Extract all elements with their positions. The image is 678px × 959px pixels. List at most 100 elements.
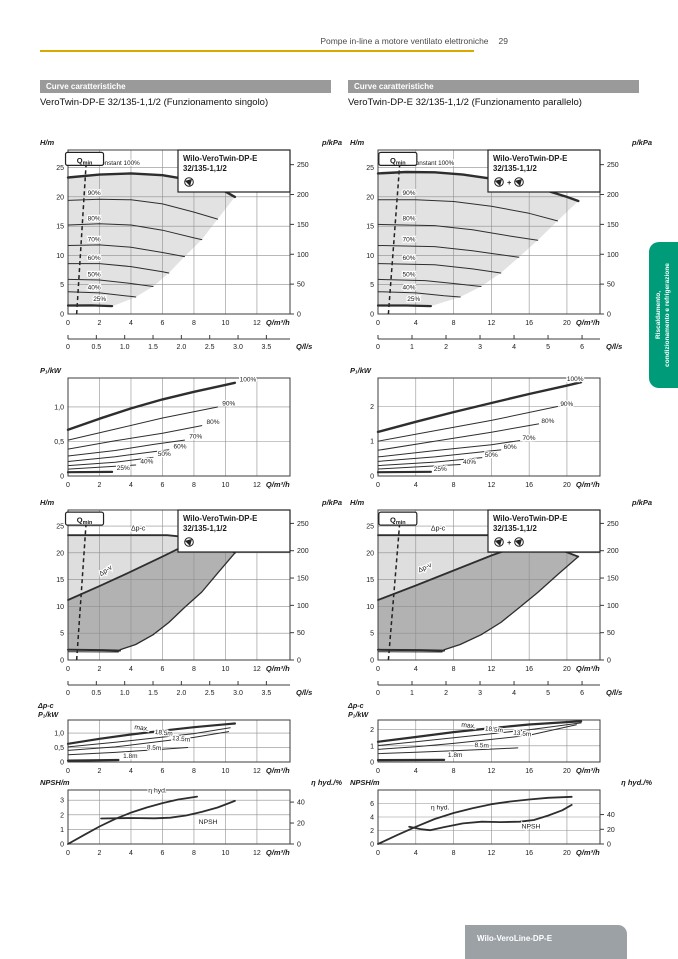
chart-npsh-parallel: η hyd. NPSH 0 2 4 6 NPSH/m 0 20 40 η hyd./% 0 4 8 12 16… (344, 778, 654, 862)
svg-text:1.8m: 1.8m (448, 752, 462, 759)
side-tab-line2: condizionamento e refrigerazione (663, 263, 671, 367)
svg-text:5: 5 (546, 690, 550, 697)
svg-text:Δp-c: Δp-c (347, 701, 364, 710)
svg-text:50%: 50% (158, 451, 171, 458)
svg-text:0: 0 (376, 690, 380, 697)
svg-text:1.0: 1.0 (120, 690, 130, 697)
svg-text:18.5m: 18.5m (154, 729, 173, 738)
svg-text:50: 50 (607, 630, 615, 637)
svg-text:2: 2 (370, 828, 374, 835)
svg-text:8.5m: 8.5m (147, 744, 162, 752)
svg-text:20: 20 (563, 768, 571, 775)
svg-text:η hyd.: η hyd. (148, 788, 167, 795)
svg-text:6: 6 (161, 768, 165, 775)
svg-text:4: 4 (414, 482, 418, 489)
svg-text:16: 16 (525, 320, 533, 327)
svg-text:18.5m: 18.5m (485, 726, 504, 735)
svg-text:5: 5 (370, 282, 374, 289)
svg-text:0: 0 (376, 344, 380, 351)
svg-text:3: 3 (478, 690, 482, 697)
chart-power-parallel: 100% 90% 80% 70% 60% 50% 40% 25% 0 1 2 P₁/kW 0 4 8 12 16… (344, 362, 654, 496)
svg-text:8: 8 (192, 850, 196, 857)
svg-text:3.5: 3.5 (262, 690, 272, 697)
svg-text:NPSH/m: NPSH/m (40, 778, 70, 787)
svg-text:6: 6 (161, 666, 165, 673)
svg-text:Q/m³/h: Q/m³/h (266, 766, 290, 775)
svg-text:60%: 60% (403, 255, 416, 262)
svg-text:15: 15 (56, 224, 64, 231)
header-title: Pompe in-line a motore ventilato elettro… (320, 36, 489, 46)
svg-text:32/135-1,1/2: 32/135-1,1/2 (493, 164, 537, 173)
section-bar-left-label: Curve caratteristiche (46, 82, 126, 91)
svg-text:4: 4 (414, 666, 418, 673)
chart-power-single: 100% 90% 80% 70% 60% 50% 40% 25% 0 0,5 1,0 P₁/kW 0 2 4… (34, 362, 344, 496)
svg-text:Q/m³/h: Q/m³/h (576, 664, 600, 673)
svg-text:0: 0 (376, 482, 380, 489)
svg-text:η hyd./%: η hyd./% (311, 778, 342, 787)
svg-text:η hyd./%: η hyd./% (621, 778, 652, 787)
chart-dpc-power-parallel: max. 18.5m 13.5m 8.5m 1.8m 0 1 2 Δp-c P₁/kW 0 4 8 12 1… (344, 700, 654, 776)
svg-text:0: 0 (370, 842, 374, 849)
svg-text:NPSH/m: NPSH/m (350, 778, 380, 787)
svg-text:0: 0 (376, 320, 380, 327)
svg-text:4: 4 (414, 850, 418, 857)
svg-text:n=constant 100%: n=constant 100% (405, 160, 454, 167)
svg-text:8: 8 (452, 482, 456, 489)
svg-text:1.5: 1.5 (148, 344, 158, 351)
header-rule (40, 50, 474, 52)
svg-text:0: 0 (66, 768, 70, 775)
svg-text:3.0: 3.0 (233, 690, 243, 697)
svg-text:1,0: 1,0 (54, 731, 64, 738)
svg-text:16: 16 (525, 482, 533, 489)
svg-text:20: 20 (563, 850, 571, 857)
svg-text:1: 1 (370, 743, 374, 750)
svg-text:100%: 100% (240, 376, 257, 383)
svg-text:2: 2 (370, 404, 374, 411)
svg-text:p/kPa: p/kPa (321, 138, 342, 147)
svg-text:250: 250 (297, 521, 309, 528)
svg-text:5: 5 (60, 631, 64, 638)
svg-text:20: 20 (563, 666, 571, 673)
svg-text:Qmin: Qmin (77, 156, 93, 167)
svg-text:12: 12 (253, 482, 261, 489)
svg-text:NPSH: NPSH (199, 819, 218, 826)
svg-text:Q/m³/h: Q/m³/h (266, 480, 290, 489)
footer-product-tab: Wilo-VeroLine-DP-E (465, 925, 627, 959)
svg-text:8: 8 (192, 666, 196, 673)
page-number: 29 (498, 36, 508, 46)
svg-text:32/135-1,1/2: 32/135-1,1/2 (183, 164, 227, 173)
svg-text:max.: max. (134, 724, 150, 733)
svg-text:1.0: 1.0 (120, 344, 130, 351)
svg-text:Q/m³/h: Q/m³/h (576, 766, 600, 775)
footer-product-label: Wilo-VeroLine-DP-E (477, 934, 553, 943)
svg-text:6: 6 (580, 344, 584, 351)
svg-text:2: 2 (444, 690, 448, 697)
svg-text:0: 0 (297, 658, 301, 665)
svg-text:1: 1 (410, 690, 414, 697)
svg-text:0: 0 (60, 658, 64, 665)
svg-text:12: 12 (253, 666, 261, 673)
svg-text:10: 10 (222, 850, 230, 857)
svg-text:12: 12 (487, 666, 495, 673)
svg-text:3.5: 3.5 (262, 344, 272, 351)
svg-text:0: 0 (66, 320, 70, 327)
svg-text:Δp-c: Δp-c (37, 701, 54, 710)
svg-text:Q/m³/h: Q/m³/h (576, 848, 600, 857)
svg-text:100: 100 (297, 603, 309, 610)
svg-text:10: 10 (56, 604, 64, 611)
svg-text:25%: 25% (407, 296, 420, 303)
svg-text:p/kPa: p/kPa (631, 138, 652, 147)
svg-text:1: 1 (60, 827, 64, 834)
svg-text:10: 10 (222, 768, 230, 775)
svg-text:Q/l/s: Q/l/s (296, 688, 312, 697)
svg-text:P₁/kW: P₁/kW (348, 710, 369, 719)
svg-text:250: 250 (607, 162, 619, 169)
svg-text:90%: 90% (222, 401, 235, 408)
svg-text:H/m: H/m (40, 498, 55, 507)
svg-text:Wilo-VeroTwin-DP-E: Wilo-VeroTwin-DP-E (493, 514, 567, 523)
svg-text:25: 25 (366, 524, 374, 531)
svg-text:Q/m³/h: Q/m³/h (576, 480, 600, 489)
svg-text:200: 200 (297, 192, 309, 199)
svg-text:15: 15 (366, 577, 374, 584)
svg-text:+: + (507, 538, 512, 547)
